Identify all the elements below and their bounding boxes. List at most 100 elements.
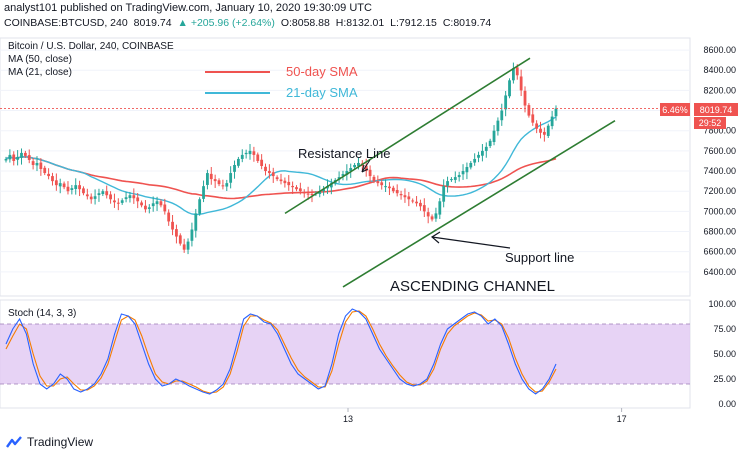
candles [4, 62, 558, 255]
candle-body [97, 193, 101, 196]
candle-body [51, 176, 54, 182]
candle-body [372, 176, 376, 182]
candle-body [279, 179, 283, 182]
candle-body [209, 173, 213, 180]
candle-body [295, 187, 298, 190]
stoch-tick-label: 75.00 [713, 324, 736, 334]
candle-body [446, 181, 449, 186]
candle-body [399, 194, 403, 196]
stoch-axis: 0.00 25.00 50.00 75.00 100.00 [708, 299, 736, 409]
candle-body [140, 202, 143, 206]
candle-body [136, 197, 140, 202]
price-tick-label: 6800.00 [703, 227, 736, 237]
symbol-ohlc-line: COINBASE:BTCUSD, 240 8019.74 ▲ +205.96 (… [4, 17, 494, 29]
candle-body [202, 186, 205, 199]
candle-body [124, 197, 128, 200]
candle-body [12, 154, 16, 161]
price-pane [0, 37, 691, 297]
candle-body [256, 154, 260, 161]
candle-body [481, 150, 484, 156]
candle-body [225, 183, 229, 187]
stoch-title: Stoch (14, 3, 3) [8, 308, 76, 319]
price-tick-label: 7000.00 [703, 206, 736, 216]
stoch-tick-label: 100.00 [708, 299, 736, 309]
close-label: C:8019.74 [442, 17, 492, 29]
candle-body [345, 171, 349, 175]
candle-body [74, 185, 78, 189]
candle-body [271, 172, 275, 177]
sma50-annotation: 50-day SMA [286, 64, 358, 79]
candle-body [240, 154, 244, 159]
candle-body [376, 181, 380, 184]
candle-body [120, 200, 124, 203]
candle-body [8, 154, 12, 160]
candle-body [527, 105, 531, 116]
candle-body [144, 205, 147, 210]
candle-body [151, 203, 155, 207]
candle-body [302, 192, 306, 194]
candle-body [306, 193, 310, 195]
price-tick-label: 8400.00 [703, 65, 736, 75]
candle-body [473, 158, 477, 163]
candle-body [388, 186, 391, 189]
legend-ma21: MA (21, close) [8, 67, 72, 78]
price-tick-label: 7200.00 [703, 186, 736, 196]
resistance-arrow [361, 159, 371, 173]
candle-body [442, 186, 446, 202]
candle-body [147, 207, 151, 209]
chart-header: analyst101 published on TradingView.com,… [0, 0, 740, 34]
candle-body [39, 162, 43, 170]
candle-body [504, 95, 508, 110]
candle-body [542, 131, 546, 135]
candle-body [163, 204, 167, 212]
candle-body [233, 164, 236, 172]
candle-body [206, 173, 209, 185]
last-price-label: 8019.74 [133, 17, 172, 29]
support-line [342, 119, 616, 288]
candle-body [35, 162, 39, 166]
candle-body [93, 196, 97, 199]
candle-body [508, 80, 511, 97]
candle-body [62, 183, 66, 188]
candle-body [554, 108, 558, 117]
price-tick-label: 8200.00 [703, 85, 736, 95]
candle-body [403, 195, 407, 198]
candle-body [221, 185, 225, 187]
candle-body [217, 180, 221, 185]
candle-body [438, 201, 442, 215]
candle-body [477, 154, 480, 158]
stoch-d-line [5, 310, 557, 394]
pct-tag-label: 6.46% [662, 105, 688, 115]
low-label: L:7912.15 [390, 17, 437, 29]
candle-body [178, 235, 182, 244]
candle-body [82, 188, 85, 194]
price-grid [0, 49, 690, 273]
sma21-annotation: 21-day SMA [286, 85, 358, 100]
stoch-lines [0, 308, 690, 395]
candle-body [550, 116, 554, 127]
resistance-line [284, 57, 531, 215]
tradingview-logo[interactable]: TradingView [6, 434, 93, 450]
candle-body [434, 213, 438, 219]
candle-body [275, 177, 279, 180]
support-annotation: Support line [505, 250, 574, 265]
candle-body [329, 183, 333, 188]
candle-body [341, 174, 345, 176]
support-arrow [431, 236, 511, 249]
time-tick-label: 17 [617, 414, 627, 424]
candle-body [167, 212, 171, 222]
candle-body [419, 202, 422, 207]
candle-body [531, 114, 535, 123]
candle-body [298, 188, 302, 192]
price-tick-label: 7400.00 [703, 166, 736, 176]
candle-body [546, 125, 550, 136]
candle-body [132, 195, 136, 199]
candle-body [426, 212, 430, 217]
candle-body [349, 168, 353, 172]
candle-body [155, 201, 159, 205]
candle-body [47, 173, 51, 177]
candle-body [198, 199, 202, 214]
chart-title: Bitcoin / U.S. Dollar, 240, COINBASE [8, 41, 174, 52]
candle-body [465, 167, 469, 173]
